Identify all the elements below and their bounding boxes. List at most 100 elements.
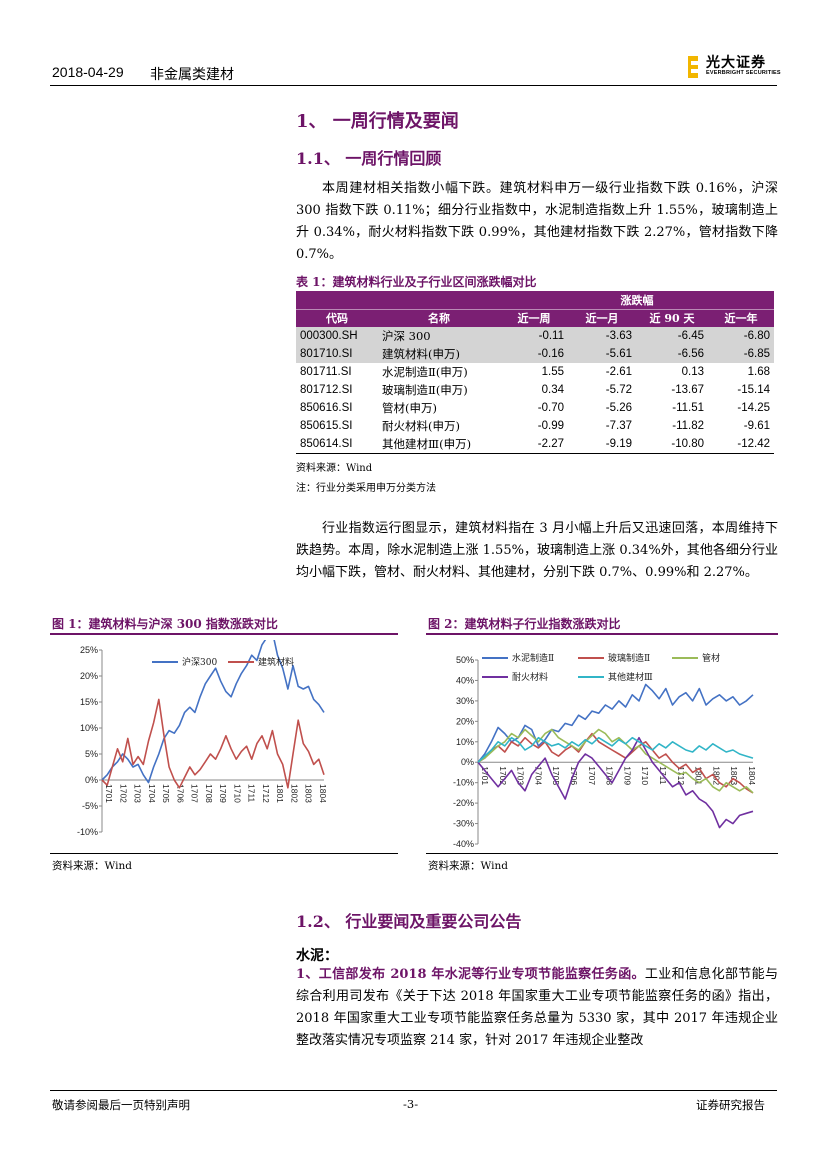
cell-value: -0.16 [500, 345, 568, 363]
series-line-2 [477, 728, 754, 794]
y-tick-label: 5% [85, 749, 98, 759]
table-row: 000300.SH 沪深 300 -0.11 -3.63 -6.45 -6.80 [296, 327, 774, 345]
table-row: 801710.SI 建筑材料(申万) -0.16 -5.61 -6.56 -6.85 [296, 345, 774, 363]
table-group-header: 涨跌幅 [500, 291, 774, 310]
cell-value: -12.42 [708, 435, 774, 454]
legend-label: 沪深300 [182, 656, 217, 668]
legend-label: 管材 [702, 652, 720, 664]
x-tick-label: 1704 [533, 766, 543, 785]
col-header-90d: 近 90 天 [636, 309, 708, 327]
cell-name: 建筑材料(申万) [378, 345, 500, 363]
cell-code: 000300.SH [296, 327, 378, 345]
table-title: 表 1：建筑材料行业及子行业区间涨跌幅对比 [296, 275, 537, 289]
y-tick-label: 15% [80, 697, 98, 707]
figure1-bottom-rule [50, 853, 398, 854]
cell-value: -14.25 [737, 402, 770, 414]
cell-value: -10.80 [636, 435, 708, 454]
cell-value: -6.45 [636, 327, 708, 345]
cell-value: 0.13 [681, 366, 704, 378]
x-tick-label: 1705 [161, 784, 171, 803]
y-tick-label: 20% [456, 716, 474, 726]
subsection-title-weekly-review: 1.1、 一周行情回顾 [296, 149, 442, 168]
cell-value: -6.56 [636, 345, 708, 363]
x-tick-label: 1708 [204, 784, 214, 803]
y-tick-label: 0% [461, 757, 474, 767]
chart-building-materials-vs-hs300: 25% 20% 15% 10% 5% 0% -5% -10% 1701 1702 1703 1704 1… [77, 640, 328, 837]
y-tick-label: 10% [80, 723, 98, 733]
y-tick-label: -20% [453, 798, 474, 808]
y-tick-label: 20% [80, 671, 98, 681]
y-tick-label: -40% [453, 839, 474, 849]
cell-value: -2.27 [500, 435, 568, 454]
section-title: 1、 一周行情及要闻 [296, 111, 459, 132]
x-tick-label: 1712 [261, 784, 271, 803]
table-source: 资料来源：Wind [296, 463, 373, 474]
x-tick-label: 1703 [516, 766, 526, 785]
news-category: 水泥： [296, 948, 338, 964]
footer-page-number: -3- [403, 1097, 419, 1111]
y-tick-label: 50% [456, 655, 474, 665]
col-header-year: 近一年 [708, 309, 774, 327]
x-tick-label: 1802 [289, 784, 299, 803]
table-row: 801712.SI 玻璃制造Ⅱ(申万) 0.34 -5.72 -13.67 -15.14 [296, 381, 774, 399]
y-tick-label: 0% [85, 775, 98, 785]
cell-value: -3.63 [568, 327, 636, 345]
x-tick-label: 1706 [175, 784, 185, 803]
y-tick-label: -30% [453, 819, 474, 829]
everbright-logo-icon [688, 56, 698, 78]
cell-value: -5.61 [568, 345, 636, 363]
table-row: 850616.SI 管材(申万) -0.70 -5.26 -11.51 -14.25 [296, 399, 774, 417]
col-header-code: 代码 [296, 309, 378, 327]
x-tick-label: 1704 [147, 784, 157, 803]
figure2-bottom-rule [426, 853, 778, 854]
cell-code: 850615.SI [300, 420, 353, 432]
figure2-title-rule [426, 633, 778, 635]
index-trend-paragraph: 行业指数运行图显示，建筑材料指在 3 月小幅上升后又迅速回落，本周维持下跌趋势。… [296, 521, 778, 580]
cell-code: 801711.SI [300, 366, 352, 378]
legend-label: 其他建材Ⅲ [608, 671, 653, 683]
cell-value: -5.72 [605, 384, 632, 396]
x-tick-label: 1801 [275, 784, 285, 803]
series-line-0 [101, 640, 325, 784]
x-tick-label: 1709 [218, 784, 228, 803]
table-header-row: 代码 名称 近一周 近一月 近 90 天 近一年 [296, 309, 774, 327]
cell-value: -0.70 [537, 402, 564, 414]
series-line-0 [477, 683, 754, 763]
logo-text-cn: 光大证券 [706, 55, 766, 71]
cell-name: 其他建材Ⅲ(申万) [378, 435, 500, 454]
x-tick-label: 1702 [498, 766, 508, 785]
cell-value: -9.61 [743, 420, 770, 432]
index-change-table: 涨跌幅 代码 名称 近一周 近一月 近 90 天 近一年 000300.SH 沪深… [296, 291, 774, 454]
x-tick-label: 1710 [232, 784, 242, 803]
legend-label: 玻璃制造Ⅱ [608, 652, 650, 664]
cell-value: -6.80 [708, 327, 774, 345]
cell-name: 水泥制造Ⅱ(申万) [382, 365, 468, 379]
figure1-source: 资料来源：Wind [52, 860, 132, 872]
col-header-name: 名称 [378, 309, 500, 327]
legend-label: 耐火材料 [512, 671, 548, 683]
col-header-week: 近一周 [500, 309, 568, 327]
cell-value: -15.14 [737, 384, 770, 396]
x-tick-label: 1712 [676, 766, 686, 785]
x-tick-label: 1803 [304, 784, 314, 803]
series-line-4 [477, 736, 754, 763]
x-tick-label: 1804 [318, 784, 328, 803]
legend-label: 建筑材料 [258, 656, 294, 668]
weekly-review-paragraph: 本周建材相关指数小幅下跌。建筑材料申万一级行业指数下跌 0.16%，沪深 300… [296, 181, 778, 262]
table-row: 850614.SI 其他建材Ⅲ(申万) -2.27 -9.19 -10.80 -12.42 [296, 435, 774, 454]
x-tick-label: 1705 [551, 766, 561, 785]
table-group-header-row: 涨跌幅 [296, 291, 774, 310]
x-tick-label: 1801 [694, 766, 704, 785]
x-tick-label: 1701 [104, 784, 114, 803]
y-tick-label: 25% [80, 645, 98, 655]
footer-disclaimer: 敬请参阅最后一页特别声明 [52, 1098, 190, 1112]
footer-rule [50, 1090, 777, 1091]
subsection-title-news: 1.2、 行业要闻及重要公司公告 [296, 912, 522, 931]
cell-value: -0.99 [537, 420, 564, 432]
series-line-3 [477, 736, 754, 829]
cell-value: -0.11 [500, 327, 568, 345]
cell-value: 0.34 [541, 384, 564, 396]
header-sector: 非金属类建材 [150, 66, 234, 82]
x-tick-label: 1707 [587, 766, 597, 785]
cell-name: 玻璃制造Ⅱ(申万) [382, 383, 468, 397]
